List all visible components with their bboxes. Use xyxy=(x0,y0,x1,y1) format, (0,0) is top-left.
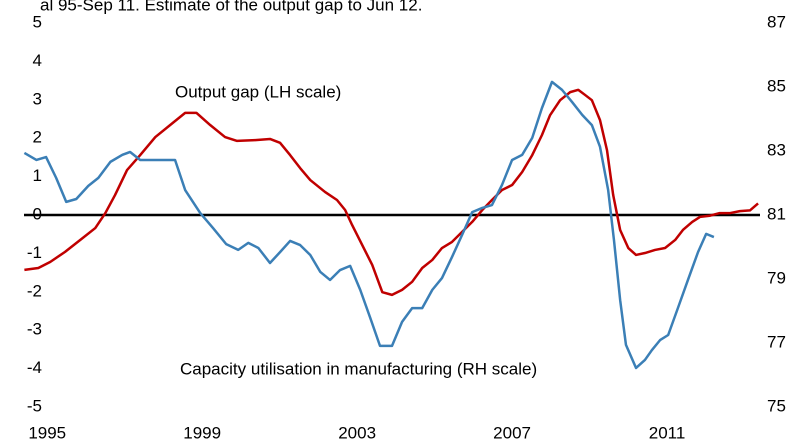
y-tick-label: 3 xyxy=(33,89,42,108)
x-tick-label: 2011 xyxy=(649,423,686,442)
y-tick-label: 5 xyxy=(33,12,42,31)
series-label: Capacity utilisation in manufacturing (R… xyxy=(180,359,537,378)
y2-tick-label: 75 xyxy=(767,396,786,415)
y-tick-label: 1 xyxy=(33,166,42,185)
y-tick-label: -1 xyxy=(27,243,42,262)
series-line xyxy=(23,80,715,370)
y-tick-label: 4 xyxy=(33,51,42,70)
y2-tick-label: 83 xyxy=(767,140,786,159)
y-tick-label: 2 xyxy=(33,128,42,147)
y-tick-label: -5 xyxy=(27,396,42,415)
x-tick-label: 1999 xyxy=(183,423,221,442)
y-tick-label: -4 xyxy=(27,358,42,377)
series-line xyxy=(24,88,759,297)
y2-tick-label: 85 xyxy=(767,76,786,95)
y2-tick-label: 87 xyxy=(767,12,786,31)
y-tick-label: -2 xyxy=(27,281,42,300)
x-tick-label: 2003 xyxy=(338,423,376,442)
x-tick-label: 1995 xyxy=(28,423,66,442)
y2-tick-label: 77 xyxy=(767,332,786,351)
series-label: Output gap (LH scale) xyxy=(175,82,341,101)
y2-tick-label: 81 xyxy=(767,204,786,223)
x-tick-label: 2007 xyxy=(493,423,531,442)
chart-title: al 95-Sep 11. Estimate of the output gap… xyxy=(40,0,422,14)
y-tick-label: -3 xyxy=(27,320,42,339)
y2-tick-label: 79 xyxy=(767,268,786,287)
